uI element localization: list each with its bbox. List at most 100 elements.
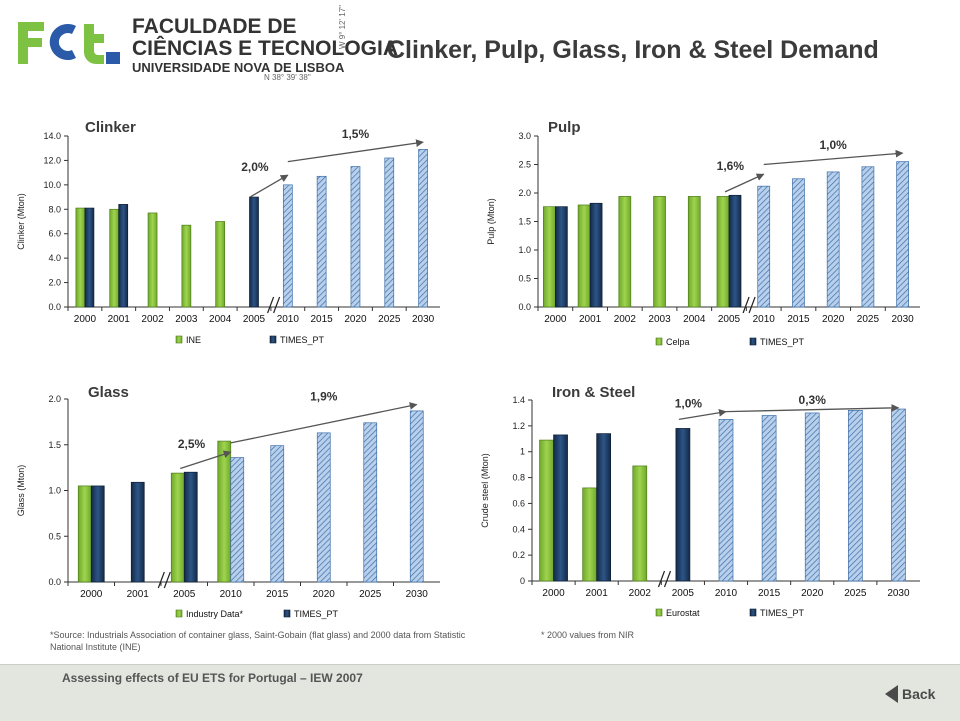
bar-times-pt-2000: [555, 206, 568, 308]
legend-swatch: [749, 337, 757, 346]
bar-times-pt-2000: [90, 485, 105, 583]
bar-projection-2020: [826, 171, 840, 308]
x-tick-label: 2020: [313, 589, 336, 600]
legend-swatch: [749, 608, 757, 617]
y-tick-label: 2.0: [518, 188, 531, 198]
x-tick-label: 2003: [175, 314, 198, 325]
legend-swatch: [655, 608, 663, 617]
x-tick-label: 2000: [542, 588, 565, 599]
bar-times-pt-2005: [675, 428, 691, 582]
bar-projection-2025: [384, 157, 395, 308]
axis-break-mark: [157, 571, 165, 589]
bar-ine-2004: [215, 221, 226, 308]
axis-break-mark: [742, 296, 750, 314]
axis-break-mark: [273, 296, 281, 314]
chart-title: Clinker: [85, 119, 136, 136]
bar-projection-2015: [316, 175, 327, 308]
y-tick-label: 0.8: [512, 473, 525, 483]
bar-times-pt-2001: [118, 204, 129, 308]
y-tick-label: 4.0: [48, 253, 61, 263]
legend-swatch: [655, 337, 663, 346]
header: FACULDADE DE CIÊNCIAS E TECNOLOGIA UNIVE…: [0, 0, 960, 95]
x-tick-label: 2000: [80, 589, 103, 600]
bar-projection-2010: [282, 184, 293, 308]
bar-ine-2003: [181, 224, 192, 308]
x-tick-label: 2001: [586, 588, 609, 599]
bar-celpa-2000: [543, 206, 556, 308]
bar-celpa-2005: [716, 196, 730, 308]
x-tick-label: 2010: [715, 588, 738, 599]
y-tick-label: 0.0: [518, 302, 531, 312]
legend-label: Industry Data*: [186, 609, 244, 619]
y-axis-label: Crude steel (Mton): [480, 453, 490, 528]
y-tick-label: 0.0: [48, 302, 61, 312]
institution-line-2: CIÊNCIAS E TECNOLOGIA: [132, 37, 399, 60]
growth-arrow: [230, 402, 418, 444]
bar-projection-2020: [804, 412, 820, 582]
y-tick-label: 1.5: [48, 440, 61, 450]
iron-steel-chart: Iron & Steel Crude steel (Mton) 0 0.2 0.4 0.6…: [480, 384, 920, 618]
bar-times-pt-2005: [183, 471, 198, 583]
footer-text: Assessing effects of EU ETS for Portugal…: [62, 671, 363, 685]
x-tick-label: 2000: [74, 314, 97, 325]
x-tick-label: 2002: [629, 588, 652, 599]
bar-times-pt-2000: [84, 207, 95, 308]
bar-times-pt-2005: [728, 194, 742, 308]
growth-rate-label: 2,0%: [241, 160, 269, 174]
x-tick-label: 2015: [758, 588, 781, 599]
x-tick-label: 2015: [311, 314, 334, 325]
x-tick-label: 2010: [220, 589, 243, 600]
x-tick-label: 2010: [753, 314, 776, 325]
bar-eurostat-2000: [539, 439, 554, 582]
growth-rate-label: 1,6%: [717, 159, 745, 173]
bar-projection-2025: [847, 409, 863, 582]
legend-label: Celpa: [666, 337, 690, 347]
iron-source-note: * 2000 values from NIR: [541, 630, 635, 640]
legend-swatch: [269, 335, 277, 344]
bar-projection-2030: [891, 408, 906, 582]
bar-industry-data--2010: [217, 440, 232, 583]
bar-projection-2030: [409, 410, 424, 583]
bar-celpa-2002: [618, 196, 632, 308]
bar-celpa-2004: [687, 196, 701, 308]
y-tick-label: 2.5: [518, 160, 531, 170]
x-tick-label: 2015: [787, 314, 810, 325]
bar-projection-2030: [418, 149, 428, 308]
back-label: Back: [902, 686, 936, 702]
y-tick-label: 0.0: [48, 577, 61, 587]
y-tick-label: 12.0: [43, 155, 61, 165]
legend-label: TIMES_PT: [760, 337, 805, 347]
bar-projection-2020: [316, 432, 331, 583]
legend-label: INE: [186, 335, 201, 345]
back-button[interactable]: Back: [882, 681, 938, 707]
x-tick-label: 2002: [614, 314, 637, 325]
growth-arrow: [287, 139, 424, 163]
bar-ine-2002: [147, 212, 158, 308]
chart-title: Iron & Steel: [552, 384, 635, 401]
x-tick-label: 2004: [683, 314, 706, 325]
bar-projection-2015: [270, 445, 285, 583]
y-tick-label: 0.6: [512, 498, 525, 508]
bar-times-pt-2005: [249, 196, 259, 308]
x-tick-label: 2001: [127, 589, 150, 600]
x-tick-label: 2000: [544, 314, 567, 325]
x-tick-label: 2005: [243, 314, 266, 325]
growth-rate-label: 1,9%: [310, 389, 338, 403]
x-tick-label: 2030: [892, 314, 915, 325]
institution-line-3: UNIVERSIDADE NOVA DE LISBOA: [132, 60, 345, 75]
iron-steel-chart-panel: Iron & Steel Crude steel (Mton) 0 0.2 0.4 0.6…: [480, 370, 960, 630]
x-tick-label: 2025: [857, 314, 880, 325]
x-tick-label: 2001: [579, 314, 602, 325]
bar-ine-2000: [75, 207, 86, 308]
bar-projection-2030: [896, 161, 909, 308]
y-tick-label: 1.4: [512, 395, 525, 405]
growth-arrow: [763, 149, 904, 166]
x-tick-label: 2020: [801, 588, 824, 599]
bar-projection-2010: [718, 419, 734, 582]
y-tick-label: 0.2: [512, 550, 525, 560]
legend-label: TIMES_PT: [280, 335, 325, 345]
axis-break-mark: [267, 296, 275, 314]
growth-rate-label: 1,0%: [675, 397, 703, 411]
back-arrow-icon: [885, 685, 898, 703]
bar-celpa-2001: [577, 204, 591, 308]
